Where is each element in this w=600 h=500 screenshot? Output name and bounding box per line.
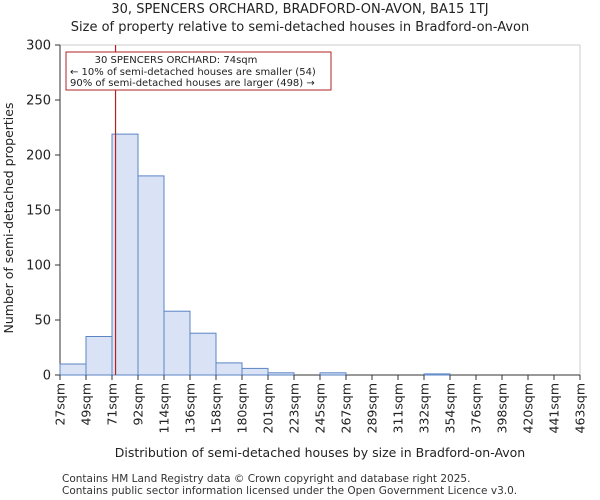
histogram-chart: 0 50 100 150 200 250 300 27sqm 49sqm 71sqm 92sqm 11… xyxy=(1,39,588,461)
annotation-box xyxy=(65,51,332,91)
x-tick-label: 332sqm xyxy=(417,383,432,433)
annotation-title: 30 SPENCERS ORCHARD: 74sqm xyxy=(95,55,258,66)
ticks: 0 50 100 150 200 250 300 27sqm 49sqm 71sqm 92sqm 11… xyxy=(26,39,587,434)
x-tick-label: 398sqm xyxy=(495,383,510,433)
x-tick-label: 376sqm xyxy=(469,383,484,433)
bar-114sqm xyxy=(163,310,191,376)
bar-332sqm xyxy=(423,373,451,376)
x-axis-label: Distribution of semi-detached houses by … xyxy=(115,445,525,460)
x-tick-label: 49sqm xyxy=(79,383,94,426)
x-tick-label: 441sqm xyxy=(547,383,562,433)
bar-201sqm xyxy=(267,372,295,376)
chart-subtitle: Size of property relative to semi-detach… xyxy=(70,20,530,35)
x-tick-label: 136sqm xyxy=(183,383,198,433)
annotation-larger: 90% of semi-detached houses are larger (… xyxy=(70,78,315,89)
footer-line-1: Contains HM Land Registry data © Crown c… xyxy=(62,473,471,485)
x-tick-label: 71sqm xyxy=(105,383,120,426)
y-axis-label: Number of semi-detached properties xyxy=(1,103,16,334)
bar-136sqm xyxy=(189,332,217,376)
x-tick-label: 245sqm xyxy=(313,383,328,433)
x-tick-label: 158sqm xyxy=(209,383,224,433)
bar-92sqm xyxy=(137,175,165,376)
y-tick-label: 50 xyxy=(34,314,51,329)
x-tick-label: 420sqm xyxy=(521,383,536,433)
annotation-smaller: ← 10% of semi-detached houses are smalle… xyxy=(70,67,316,78)
x-tick-label: 180sqm xyxy=(235,383,250,433)
y-tick-label: 100 xyxy=(26,259,51,274)
bar-49sqm xyxy=(85,336,113,376)
bar-158sqm xyxy=(215,362,243,376)
y-tick-label: 0 xyxy=(43,369,51,384)
bars xyxy=(59,133,451,376)
x-tick-label: 27sqm xyxy=(53,383,68,426)
x-tick-label: 289sqm xyxy=(365,383,380,433)
x-tick-label: 354sqm xyxy=(443,383,458,433)
chart-title: 30, SPENCERS ORCHARD, BRADFORD-ON-AVON, … xyxy=(111,2,489,17)
x-tick-label: 201sqm xyxy=(261,383,276,433)
footer-line-2: Contains public sector information licen… xyxy=(62,485,518,497)
x-tick-label: 311sqm xyxy=(391,383,406,433)
bar-27sqm xyxy=(59,363,87,376)
y-tick-label: 150 xyxy=(26,204,51,219)
x-tick-label: 223sqm xyxy=(287,383,302,433)
x-tick-label: 114sqm xyxy=(157,383,172,433)
marker-layer: 30 SPENCERS ORCHARD: 74sqm← 10% of semi-… xyxy=(65,45,332,375)
bar-245sqm xyxy=(319,372,347,376)
x-tick-label: 267sqm xyxy=(339,383,354,433)
y-tick-label: 250 xyxy=(26,94,51,109)
y-tick-label: 300 xyxy=(26,39,51,54)
x-tick-label: 92sqm xyxy=(131,383,146,426)
y-tick-label: 200 xyxy=(26,149,51,164)
x-tick-label: 463sqm xyxy=(573,383,588,433)
bar-180sqm xyxy=(241,367,269,376)
